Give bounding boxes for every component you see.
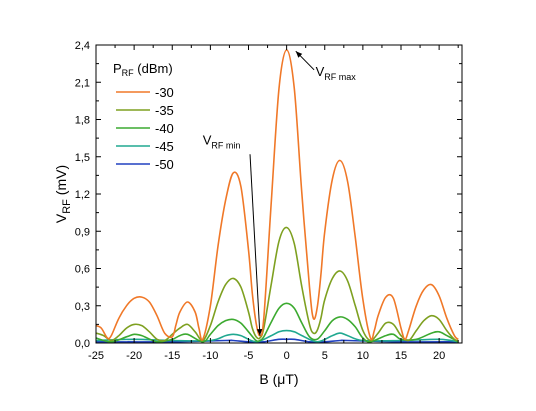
annotations: VRF max VRF min — [203, 50, 357, 336]
legend-title-main: P — [113, 61, 122, 76]
legend: PRF (dBm) -30 -35 -40 -45 -50 — [113, 61, 174, 172]
series-line-minus-30 — [95, 49, 459, 341]
x-tick-label: 5 — [322, 350, 328, 362]
y-tick-label: 1,5 — [75, 152, 90, 164]
legend-label: -35 — [155, 103, 174, 118]
y-tick-label: 2,4 — [75, 40, 90, 52]
legend-title: PRF (dBm) — [113, 61, 173, 78]
x-tick-label: 10 — [357, 350, 369, 362]
annotation-vrf-min-label: VRF min — [203, 132, 241, 150]
legend-title-rest: (dBm) — [134, 61, 173, 76]
annotation-vrf-max: VRF max — [295, 50, 357, 82]
x-tick-label: -15 — [164, 350, 180, 362]
y-axis-label-rest: (mV) — [53, 165, 69, 199]
legend-label: -30 — [155, 85, 174, 100]
legend-label: -40 — [155, 121, 174, 136]
series-line-minus-45 — [95, 329, 459, 343]
annotation-vrf-min: VRF min — [203, 132, 263, 336]
y-axis-label: VRF (mV) — [53, 165, 73, 223]
y-tick-label: 1,8 — [75, 115, 90, 127]
legend-items: -30 -35 -40 -45 -50 — [116, 85, 174, 172]
y-axis-label-main: V — [53, 213, 69, 223]
y-tick-label: 0,9 — [75, 226, 90, 238]
x-tick-label: -25 — [88, 350, 104, 362]
legend-label: -45 — [155, 139, 174, 154]
y-tick-label: 2,1 — [75, 77, 90, 89]
x-tick-label: 15 — [395, 350, 407, 362]
legend-label: -50 — [155, 157, 174, 172]
series-line-minus-40 — [95, 302, 459, 343]
y-tick-label: 0,0 — [75, 338, 90, 350]
y-tick-label: 0,3 — [75, 301, 90, 313]
annotation-vrf-max-arrowhead — [295, 51, 303, 58]
x-tick-label: 0 — [284, 350, 290, 362]
axis-ticks: -25 -20 -15 -10 -5 0 5 10 15 200,00,30,60,91,21,5… — [75, 40, 462, 362]
x-tick-label: -20 — [126, 350, 142, 362]
annotation-vrf-min-arrowhead — [256, 328, 263, 336]
y-tick-label: 0,6 — [75, 264, 90, 276]
series-line-minus-35 — [95, 226, 459, 342]
x-tick-label: -5 — [244, 350, 254, 362]
y-tick-label: 1,2 — [75, 189, 90, 201]
series-layer — [95, 49, 459, 343]
legend-title-sub: RF — [122, 68, 134, 78]
y-axis-label-sub: RF — [61, 199, 73, 214]
x-tick-label: 20 — [433, 350, 445, 362]
annotation-vrf-min-arrow — [249, 154, 261, 336]
x-axis-label: B (μT) — [259, 371, 298, 387]
x-tick-label: -10 — [202, 350, 218, 362]
annotation-vrf-max-label: VRF max — [316, 64, 357, 82]
